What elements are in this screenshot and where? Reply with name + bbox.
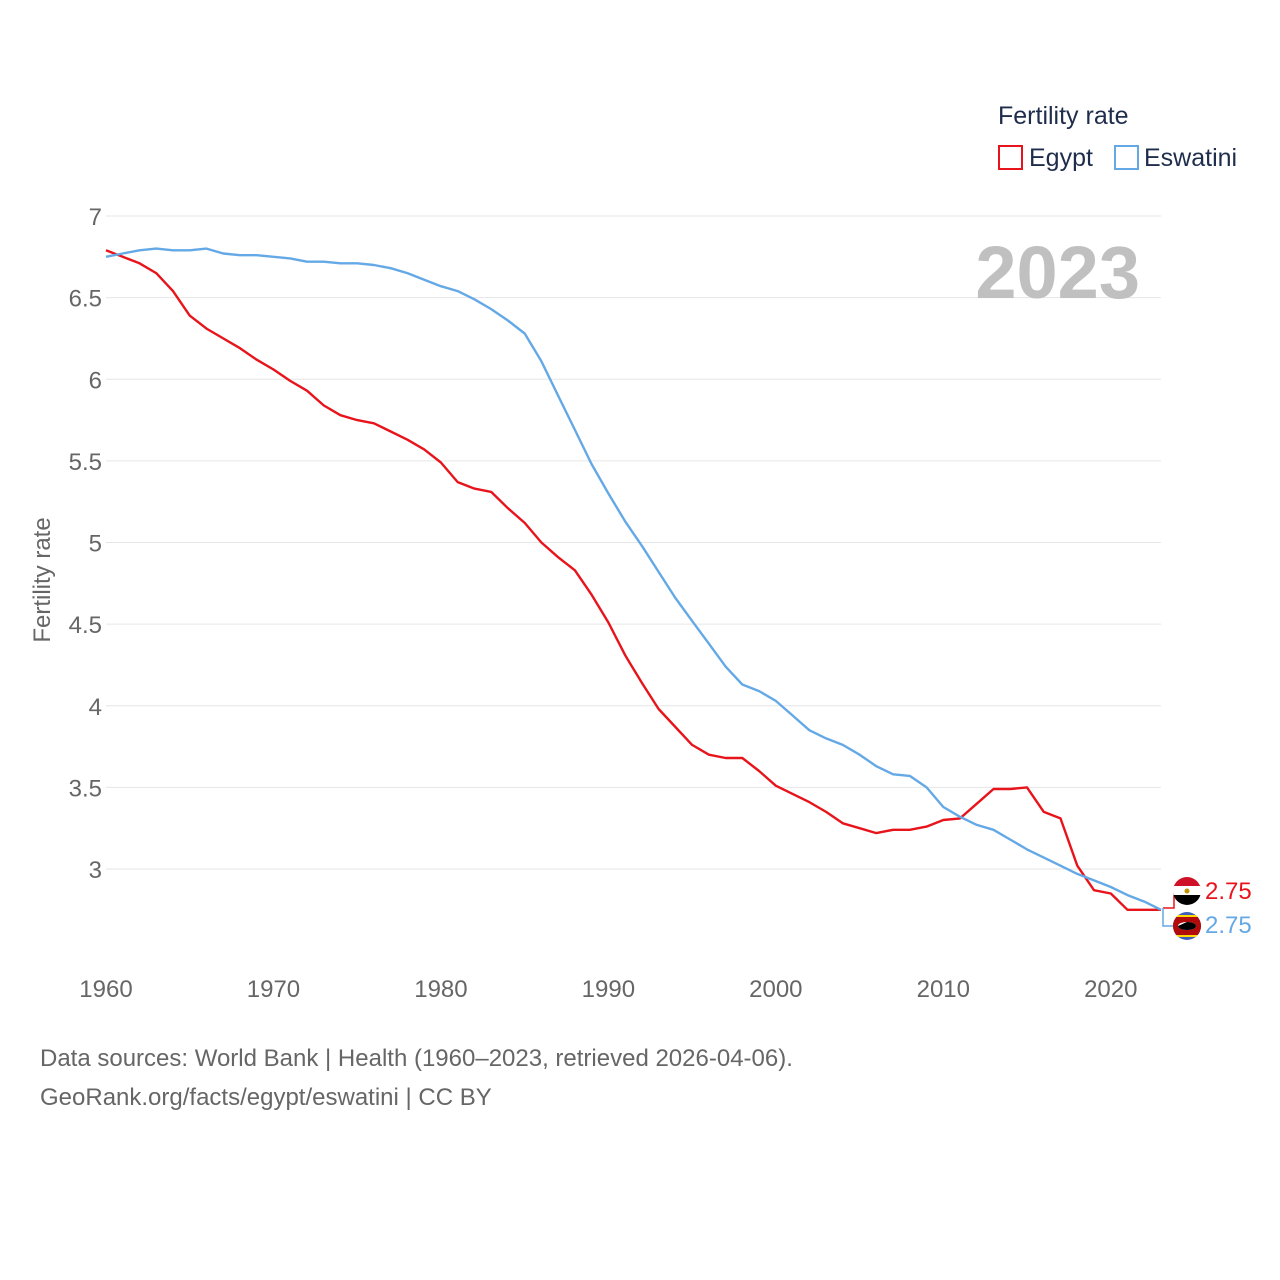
footer-sources: Data sources: World Bank | Health (1960–… (40, 1045, 793, 1072)
eswatini-end-label: 2.75 (1205, 912, 1252, 939)
grid-lines (106, 215, 1161, 870)
x-tick-label: 2010 (917, 976, 970, 1003)
x-tick-label: 1960 (79, 976, 132, 1003)
legend-swatch-egypt (998, 145, 1023, 170)
eswatini-flag-icon (1173, 912, 1201, 940)
legend-label-eswatini: Eswatini (1144, 144, 1237, 172)
y-tick-label: 3 (89, 857, 102, 884)
y-axis-ticks: 3 3.5 4 4.5 5 5.5 6 6.5 7 (69, 204, 102, 884)
series-line-egypt (105, 249, 1161, 911)
y-tick-label: 7 (89, 204, 102, 231)
year-label: 2023 (975, 231, 1140, 314)
y-tick-label: 4 (89, 694, 102, 721)
y-tick-label: 5.5 (69, 449, 102, 476)
footer-attribution: GeoRank.org/facts/egypt/eswatini | CC BY (40, 1084, 492, 1111)
y-tick-label: 3.5 (69, 775, 102, 802)
legend-swatch-eswatini (1114, 145, 1139, 170)
x-tick-label: 2020 (1084, 976, 1137, 1003)
series-line-eswatini (105, 247, 1162, 911)
legend: Fertility rate Egypt Eswatini (998, 102, 1237, 172)
y-axis-title: Fertility rate (29, 517, 56, 642)
legend-item-eswatini[interactable]: Eswatini (1114, 144, 1237, 172)
series-lines (105, 247, 1162, 911)
x-tick-label: 1990 (582, 976, 635, 1003)
x-tick-label: 1970 (247, 976, 300, 1003)
y-tick-label: 4.5 (69, 612, 102, 639)
x-tick-label: 2000 (749, 976, 802, 1003)
legend-title: Fertility rate (998, 102, 1129, 130)
legend-item-egypt[interactable]: Egypt (998, 144, 1093, 172)
egypt-end-label: 2.75 (1205, 878, 1252, 905)
y-tick-label: 6.5 (69, 286, 102, 313)
y-tick-label: 6 (89, 367, 102, 394)
legend-label-egypt: Egypt (1029, 144, 1093, 172)
end-markers: 2.75 2.75 (1162, 877, 1252, 940)
x-tick-label: 1980 (414, 976, 467, 1003)
x-axis-ticks: 1960 1970 1980 1990 2000 2010 2020 (79, 976, 1137, 1003)
y-tick-label: 5 (89, 531, 102, 558)
egypt-flag-icon (1173, 877, 1201, 905)
